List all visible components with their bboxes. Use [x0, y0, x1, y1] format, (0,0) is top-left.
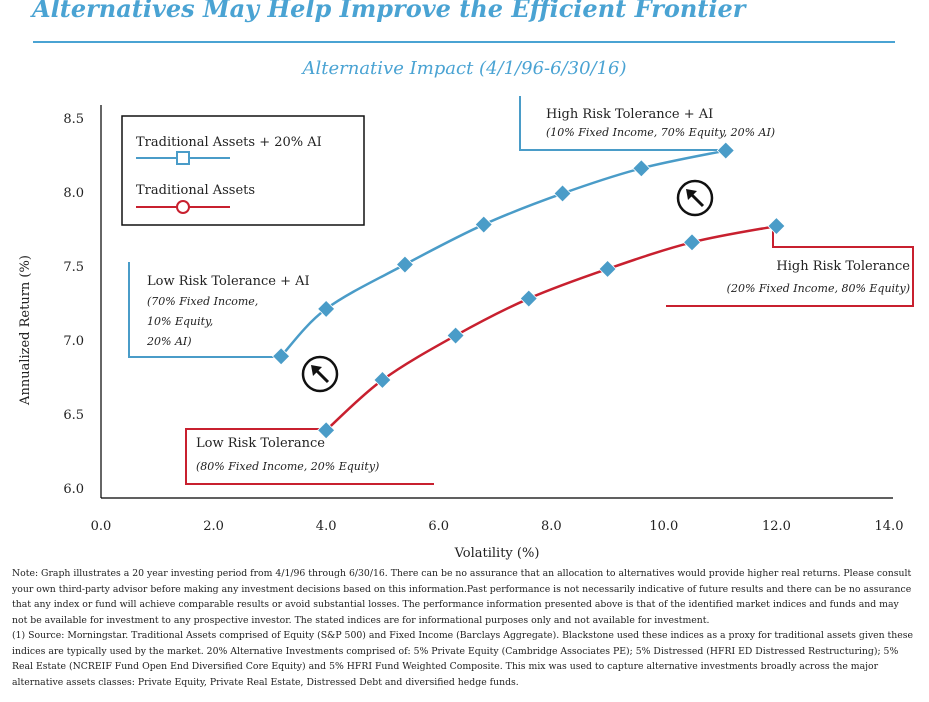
low-risk-ai-label: Low Risk Tolerance + AI — [147, 274, 310, 289]
legend-box — [121, 115, 365, 226]
data-point-diamond — [519, 289, 538, 308]
improvement-arrow-upper — [676, 179, 714, 217]
chart-title: Alternative Impact (4/1/96-6/30/16) — [302, 58, 627, 79]
data-point-diamond — [767, 216, 786, 236]
data-point-diamond — [598, 259, 617, 279]
data-point-diamond — [317, 299, 336, 318]
high-risk-label: High Risk Tolerance — [776, 259, 910, 274]
y-tick-label: 6.0 — [63, 482, 84, 497]
legend-square-marker-icon — [176, 151, 190, 165]
source-note: (1) Source: Morningstar. Traditional Ass… — [12, 630, 914, 688]
low-risk-annotation: Low Risk Tolerance (80% Fixed Income, 20… — [196, 436, 379, 473]
x-tick-label: 0.0 — [91, 519, 112, 534]
chart-legend: Traditional Assets + 20% AI Traditional … — [121, 115, 365, 226]
improvement-arrow-lower — [301, 355, 339, 393]
y-axis-label: Annualized Return (%) — [18, 255, 33, 406]
high-risk-annotation: High Risk Tolerance (20% Fixed Income, 8… — [727, 259, 911, 295]
x-tick-label: 4.0 — [316, 519, 337, 534]
data-point-diamond — [682, 233, 702, 252]
legend-circle-marker-icon — [176, 200, 190, 214]
footnote: Note: Graph illustrates a 20 year invest… — [12, 568, 912, 626]
series-line-1 — [325, 224, 777, 432]
high-risk-ai-connector — [519, 96, 718, 151]
arrow-shaft-icon — [314, 368, 330, 384]
x-tick-label: 14.0 — [875, 519, 904, 534]
arrow-up-left-icon — [686, 189, 697, 200]
x-tick-label: 2.0 — [203, 519, 224, 534]
high-risk-connector — [666, 226, 914, 307]
y-tick-label: 7.5 — [63, 260, 84, 275]
data-point-diamond — [553, 184, 572, 203]
chart-axes — [100, 105, 893, 499]
data-point-diamond — [395, 255, 414, 274]
high-risk-ai-label: High Risk Tolerance + AI — [546, 107, 713, 122]
x-tick-label: 12.0 — [762, 519, 791, 534]
low-risk-ai-connector — [128, 262, 277, 358]
low-risk-ai-allocation-2: 10% Equity, — [147, 315, 213, 328]
low-risk-ai-allocation-3: 20% AI) — [146, 335, 192, 348]
data-point-diamond — [373, 370, 392, 390]
low-risk-label: Low Risk Tolerance — [196, 436, 325, 451]
legend-label-ai: Traditional Assets + 20% AI — [136, 135, 322, 150]
x-tick-label: 6.0 — [428, 519, 449, 534]
data-point-diamond — [272, 347, 291, 366]
low-risk-ai-annotation: Low Risk Tolerance + AI (70% Fixed Incom… — [146, 274, 310, 348]
data-point-diamond — [632, 159, 651, 178]
series-group — [272, 141, 786, 440]
data-point-diamond — [317, 421, 336, 440]
high-risk-ai-allocation: (10% Fixed Income, 70% Equity, 20% AI) — [546, 126, 775, 139]
low-risk-ai-allocation-1: (70% Fixed Income, — [147, 295, 258, 308]
y-tick-label: 8.5 — [63, 112, 84, 127]
data-point-diamond — [716, 141, 735, 160]
title-divider — [33, 41, 895, 43]
page-title: Alternatives May Help Improve the Effici… — [32, 0, 746, 23]
high-risk-ai-annotation: High Risk Tolerance + AI (10% Fixed Inco… — [546, 107, 775, 139]
arrow-shaft-icon — [689, 192, 705, 208]
annotation-connectors — [128, 96, 914, 485]
low-risk-allocation: (80% Fixed Income, 20% Equity) — [196, 460, 379, 473]
high-risk-allocation: (20% Fixed Income, 80% Equity) — [727, 282, 910, 295]
y-tick-label: 8.0 — [63, 186, 84, 201]
data-point-diamond — [474, 215, 493, 234]
frontier-chart: 0.0 2.0 4.0 6.0 8.0 10.0 12.0 14.0 6.0 6.5 7.0 7.5 8… — [18, 96, 914, 560]
arrow-up-left-icon — [311, 365, 322, 376]
tick-labels: 0.0 2.0 4.0 6.0 8.0 10.0 12.0 14.0 6.0 6.5 7.0 7.5 8… — [63, 112, 903, 534]
x-axis-label: Volatility (%) — [454, 546, 540, 560]
data-point-diamond — [446, 326, 465, 345]
low-risk-connector — [185, 428, 434, 485]
x-tick-label: 10.0 — [649, 519, 678, 534]
y-tick-label: 6.5 — [63, 408, 84, 423]
x-tick-label: 8.0 — [541, 519, 562, 534]
y-tick-label: 7.0 — [63, 334, 84, 349]
legend-label-traditional: Traditional Assets — [136, 183, 255, 198]
